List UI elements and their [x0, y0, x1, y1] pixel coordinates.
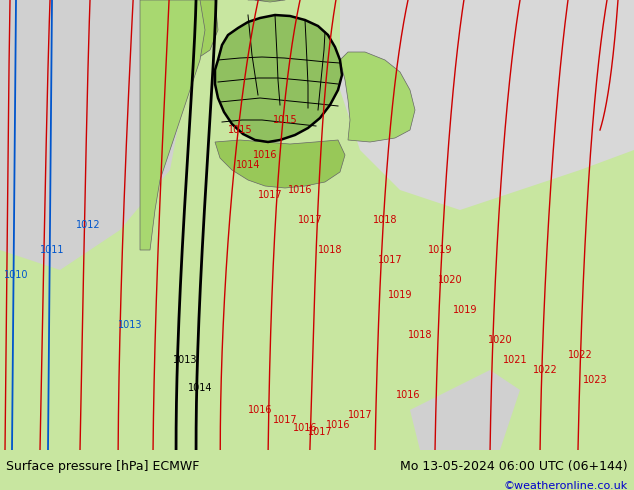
Polygon shape: [245, 0, 295, 2]
Text: ©weatheronline.co.uk: ©weatheronline.co.uk: [503, 481, 628, 490]
Text: 1015: 1015: [228, 125, 252, 135]
Text: 1016: 1016: [288, 185, 313, 195]
Text: 1020: 1020: [488, 335, 512, 345]
Text: 1015: 1015: [273, 115, 297, 125]
Text: 1018: 1018: [318, 245, 342, 255]
Text: 1016: 1016: [396, 390, 420, 400]
Text: 1017: 1017: [273, 415, 297, 425]
Text: 1022: 1022: [567, 350, 592, 360]
Text: 1019: 1019: [388, 290, 412, 300]
Text: 1013: 1013: [172, 355, 197, 365]
Text: Surface pressure [hPa] ECMWF: Surface pressure [hPa] ECMWF: [6, 460, 200, 472]
Text: 1018: 1018: [373, 215, 398, 225]
Text: 1016: 1016: [253, 150, 277, 160]
Text: 1019: 1019: [428, 245, 452, 255]
Text: 1013: 1013: [118, 320, 142, 330]
Text: 1023: 1023: [583, 375, 607, 385]
Text: 1017: 1017: [257, 190, 282, 200]
Polygon shape: [140, 0, 205, 250]
Text: 1011: 1011: [40, 245, 64, 255]
Polygon shape: [410, 370, 520, 450]
Text: 1017: 1017: [378, 255, 403, 265]
Text: 1018: 1018: [408, 330, 432, 340]
Text: 1016: 1016: [293, 423, 317, 433]
Text: 1021: 1021: [503, 355, 527, 365]
Polygon shape: [0, 0, 185, 270]
Text: Mo 13-05-2024 06:00 UTC (06+144): Mo 13-05-2024 06:00 UTC (06+144): [400, 460, 628, 472]
Text: 1017: 1017: [307, 427, 332, 437]
Text: 1010: 1010: [4, 270, 29, 280]
Text: 1022: 1022: [533, 365, 557, 375]
Polygon shape: [340, 0, 634, 210]
Text: 1017: 1017: [298, 215, 322, 225]
Text: 1017: 1017: [347, 410, 372, 420]
Text: 1019: 1019: [453, 305, 477, 315]
Text: 1016: 1016: [326, 420, 350, 430]
Text: 1014: 1014: [188, 383, 212, 393]
Polygon shape: [185, 0, 218, 60]
Text: 1014: 1014: [236, 160, 260, 170]
Text: 1012: 1012: [75, 220, 100, 230]
Text: 1016: 1016: [248, 405, 272, 415]
Polygon shape: [215, 140, 345, 188]
Polygon shape: [215, 15, 342, 142]
Text: 1020: 1020: [437, 275, 462, 285]
Polygon shape: [340, 52, 415, 142]
